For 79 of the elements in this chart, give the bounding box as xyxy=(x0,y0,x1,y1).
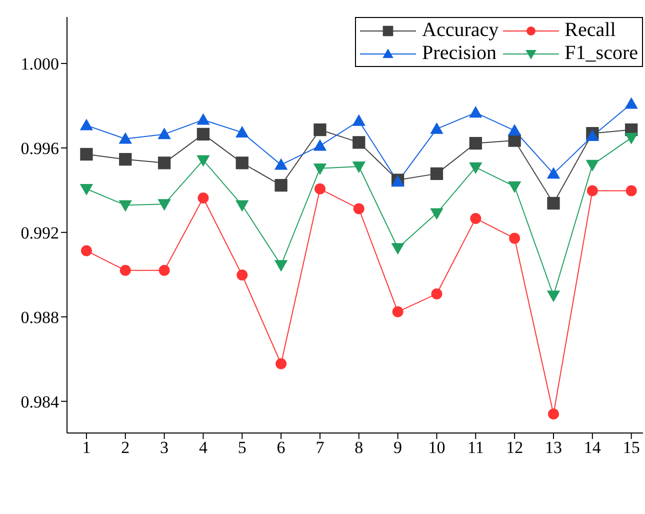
point xyxy=(586,185,598,196)
point xyxy=(236,126,249,138)
point xyxy=(236,156,248,170)
point xyxy=(196,113,210,125)
point xyxy=(314,183,326,194)
legend-label: Precision xyxy=(422,42,496,65)
y-tick-label: 1.000 xyxy=(20,54,59,74)
x-tick-label: 10 xyxy=(428,438,446,458)
point xyxy=(546,167,560,179)
point xyxy=(391,243,404,255)
point xyxy=(158,156,171,170)
legend-label: Accuracy xyxy=(422,19,499,42)
point xyxy=(548,408,559,420)
point xyxy=(352,114,366,126)
point xyxy=(236,270,248,281)
point xyxy=(119,153,132,166)
point xyxy=(80,184,94,196)
x-tick-label: 11 xyxy=(467,438,484,458)
point xyxy=(430,122,444,134)
point xyxy=(547,196,560,210)
y-tick-label: 0.988 xyxy=(20,308,59,327)
point xyxy=(80,245,92,256)
point xyxy=(118,132,132,144)
point xyxy=(430,208,444,220)
point xyxy=(313,163,327,176)
point xyxy=(352,162,366,174)
point xyxy=(586,160,600,172)
point xyxy=(470,212,482,224)
x-tick-label: 7 xyxy=(316,438,325,458)
point xyxy=(469,162,482,174)
point xyxy=(392,306,404,318)
x-tick-label: 13 xyxy=(544,438,562,458)
point xyxy=(198,192,209,204)
x-tick-label: 2 xyxy=(121,438,130,458)
point xyxy=(431,288,442,300)
y-tick-label: 0.984 xyxy=(20,392,60,412)
point xyxy=(624,97,638,109)
point xyxy=(80,148,93,161)
point xyxy=(626,185,637,196)
x-tick-label: 3 xyxy=(160,438,169,458)
x-tick-label: 8 xyxy=(354,438,364,458)
point xyxy=(624,132,638,144)
point xyxy=(274,158,288,170)
point xyxy=(508,181,522,193)
point xyxy=(158,264,170,276)
x-tick-label: 5 xyxy=(238,438,246,458)
x-tick-label: 4 xyxy=(198,438,208,458)
point xyxy=(196,128,210,141)
point xyxy=(276,358,287,370)
point xyxy=(313,139,327,151)
point xyxy=(353,203,364,214)
point xyxy=(80,118,94,130)
point xyxy=(430,167,444,180)
x-tick-label: 6 xyxy=(276,438,286,458)
x-tick-label: 12 xyxy=(506,438,524,458)
point xyxy=(469,106,482,118)
point xyxy=(508,124,522,136)
x-tick-label: 14 xyxy=(584,438,602,458)
y-tick-label: 0.996 xyxy=(20,138,59,158)
point xyxy=(158,199,171,211)
point xyxy=(118,200,132,212)
x-tick-label: 9 xyxy=(394,438,402,458)
point xyxy=(352,136,366,149)
point xyxy=(469,136,482,150)
y-tick-label: 0.992 xyxy=(20,223,59,242)
point xyxy=(314,123,326,136)
point xyxy=(236,200,249,212)
x-tick-label: 15 xyxy=(622,438,640,458)
legend-label: Recall xyxy=(564,19,616,42)
legend-label: F1_score xyxy=(564,42,638,65)
point xyxy=(546,290,560,302)
point xyxy=(274,260,288,272)
point xyxy=(586,130,600,142)
point xyxy=(509,232,520,244)
point xyxy=(158,128,171,140)
point xyxy=(274,178,288,192)
x-tick-label: 1 xyxy=(82,438,91,458)
point xyxy=(120,264,131,276)
point xyxy=(196,155,210,167)
